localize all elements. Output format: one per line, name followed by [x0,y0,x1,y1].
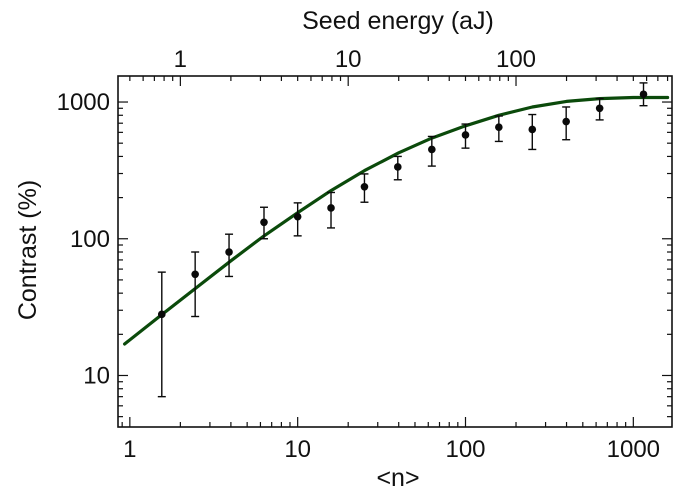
y-tick-label: 1000 [57,89,110,116]
data-point [260,218,268,227]
points-layer [157,82,648,398]
data-point [461,131,470,139]
data-point-group [293,202,302,237]
top-tick-label: 10 [335,46,362,73]
x-axis-label: <n> [376,464,419,491]
data-point [225,248,233,256]
y-tick-label: 10 [83,362,110,389]
data-point [428,145,436,154]
data-point [293,212,302,221]
data-point-group [191,251,200,318]
data-point [393,163,402,171]
data-point-group [427,135,436,167]
x-tick-label: 10 [284,436,311,463]
y-axis-label: Contrast (%) [14,180,42,320]
data-point-group [327,191,336,229]
x-tick-label: 1000 [607,436,660,463]
data-point [327,204,335,212]
top-tick-label: 1 [174,46,187,73]
data-point-group [562,106,571,141]
top-tick-label: 100 [496,46,536,73]
data-point [595,104,604,113]
data-point-group [360,173,369,203]
data-point-group [595,97,604,121]
data-point [495,123,503,131]
model-curve [123,95,670,346]
data-point [157,310,166,319]
y-tick-label: 100 [70,226,110,253]
data-point [360,182,369,191]
x-tick-label: 1 [123,436,136,463]
data-point-group [393,155,402,181]
data-point-group [225,233,234,278]
data-point [562,117,570,126]
data-point-group [494,115,503,143]
top-axis-label: Seed energy (aJ) [302,7,494,35]
data-point [191,270,199,279]
data-point [639,90,648,99]
data-point-group [639,82,648,107]
x-tick-label: 100 [445,436,485,463]
plot-frame [117,75,673,428]
curve-layer [123,95,670,346]
data-point-group [259,206,268,240]
data-point [528,125,537,134]
data-point-group [157,271,166,398]
data-point-group [528,113,537,151]
axes-layer: 1 10 100 1000 1 10 100 10 100 1000 [57,46,673,463]
data-point-group [461,123,470,149]
